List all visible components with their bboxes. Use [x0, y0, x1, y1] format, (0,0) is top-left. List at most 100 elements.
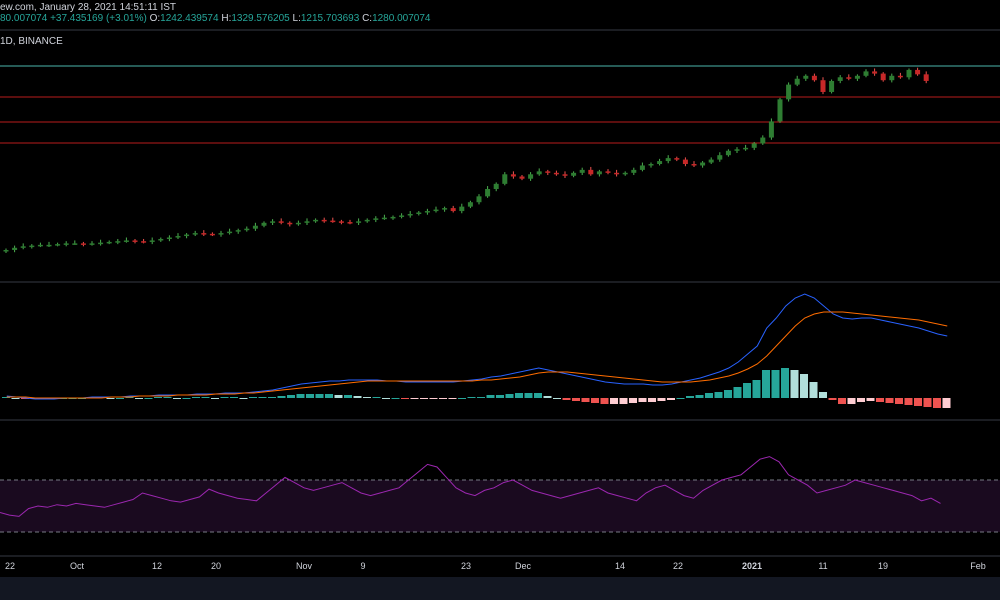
candle-body: [639, 165, 645, 170]
candle-body: [459, 206, 465, 212]
high-value: 1329.576205: [231, 13, 290, 24]
macd-histogram-bar: [154, 397, 162, 398]
candle-body: [184, 234, 190, 237]
candle-body: [837, 77, 843, 81]
macd-histogram-bar: [686, 396, 694, 398]
candle-body: [528, 174, 534, 179]
signal-line: [6, 311, 948, 399]
open-label: O:: [149, 13, 161, 24]
macd-histogram-bar: [933, 398, 941, 408]
candle-body: [295, 222, 301, 225]
macd-histogram-bar: [629, 398, 637, 403]
candle-body: [872, 71, 878, 74]
time-axis-label: Dec: [514, 561, 532, 571]
macd-histogram-bar: [591, 398, 599, 403]
macd-histogram-bar: [885, 398, 894, 403]
time-axis-label: 11: [818, 561, 828, 571]
macd-histogram-bar: [733, 387, 742, 398]
candle-body: [665, 158, 671, 162]
macd-histogram-bar: [439, 398, 447, 399]
macd-histogram-bar: [144, 398, 153, 399]
candle-body: [20, 246, 26, 248]
candle-body: [261, 222, 267, 226]
macd-line: [6, 293, 948, 400]
candle-body: [622, 172, 628, 175]
macd-histogram-bar: [201, 397, 210, 398]
candle-body: [252, 225, 258, 229]
macd-histogram-bar: [467, 397, 476, 398]
candle-body: [270, 221, 276, 223]
candle-body: [98, 242, 104, 245]
candle-body: [846, 77, 852, 79]
macd-histogram-bar: [705, 393, 713, 398]
candle-body: [450, 208, 456, 212]
candle-body: [72, 243, 78, 245]
time-axis-label: 9: [360, 561, 366, 571]
candle-body: [399, 215, 405, 217]
macd-histogram-bar: [657, 398, 666, 401]
macd-histogram-bar: [182, 398, 191, 399]
time-axis-label: 2021: [741, 561, 763, 571]
source-line: ew.com, January 28, 2021 14:51:11 IST: [0, 2, 177, 13]
candle-body: [416, 212, 422, 215]
macd-histogram-bar: [230, 397, 238, 398]
candle-body: [708, 159, 714, 163]
macd-histogram-bar: [781, 368, 789, 398]
macd-histogram-bar: [790, 370, 799, 398]
macd-histogram-bar: [904, 398, 913, 405]
macd-histogram-bar: [534, 393, 542, 398]
candle-body: [493, 183, 499, 189]
macd-histogram-bar: [410, 398, 419, 399]
candle-body: [175, 236, 181, 238]
candle-body: [158, 238, 164, 241]
bottom-toolbar: [0, 577, 1000, 600]
candle-body: [347, 222, 353, 224]
rsi-line: [0, 456, 941, 517]
candle-body: [381, 217, 387, 220]
macd-histogram-bar: [211, 398, 219, 399]
candle-body: [734, 149, 740, 151]
candle-body: [545, 171, 551, 173]
macd-histogram-bar: [714, 392, 723, 398]
candle-body: [588, 169, 594, 175]
macd-histogram-bar: [163, 397, 172, 398]
candle-body: [37, 244, 43, 247]
macd-histogram-bar: [695, 395, 704, 398]
macd-histogram-bar: [382, 398, 390, 399]
candle-body: [201, 233, 207, 235]
high-label: H:: [221, 13, 232, 24]
candle-body: [407, 213, 413, 216]
candle-body: [313, 219, 319, 222]
macd-histogram-bar: [268, 397, 276, 398]
macd-histogram-bar: [220, 397, 229, 398]
candle-body: [605, 171, 611, 173]
macd-histogram-bar: [496, 395, 504, 398]
candle-body: [106, 241, 112, 244]
macd-histogram-bar: [334, 395, 343, 398]
macd-histogram-bar: [344, 395, 352, 398]
candle-body: [536, 171, 542, 175]
macd-histogram-bar: [135, 398, 143, 399]
candle-body: [519, 176, 525, 179]
price-change: +37.435169 (+3.01%): [50, 13, 147, 24]
macd-histogram-bar: [353, 396, 362, 398]
time-axis-label: 23: [460, 561, 472, 571]
candle-body: [657, 161, 663, 165]
candle-body: [786, 84, 792, 100]
macd-histogram-bar: [372, 397, 381, 398]
candle-body: [794, 78, 800, 85]
candle-body: [889, 75, 895, 81]
candle-body: [510, 174, 516, 177]
time-axis-label: Nov: [295, 561, 313, 571]
macd-histogram-bar: [239, 398, 248, 399]
macd-histogram-bar: [857, 398, 865, 402]
macd-histogram-bar: [895, 398, 903, 404]
macd-histogram-bar: [819, 392, 827, 398]
macd-histogram-bar: [249, 397, 257, 398]
candle-body: [3, 250, 9, 252]
candle-body: [63, 243, 69, 245]
ohlc-line: 80.007074 +37.435169 (+3.01%) O:1242.439…: [0, 13, 430, 24]
macd-histogram-bar: [771, 370, 780, 398]
candle-body: [725, 150, 731, 156]
